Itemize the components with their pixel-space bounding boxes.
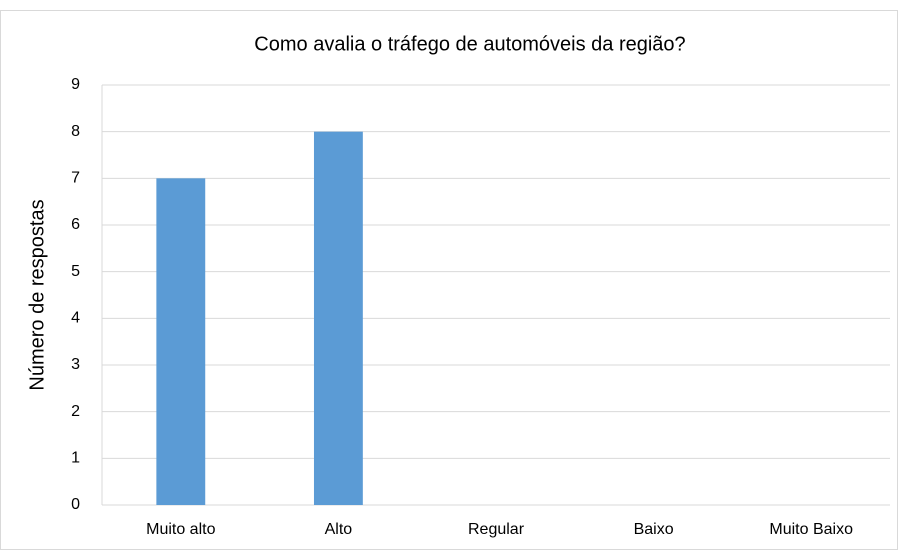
bar: [313, 131, 363, 505]
y-tick-label: 5: [71, 263, 80, 280]
y-tick-label: 2: [71, 403, 80, 420]
x-tick-label: Muito Baixo: [769, 521, 853, 538]
y-tick-label: 6: [71, 216, 80, 233]
y-tick-label: 9: [71, 76, 80, 93]
chart-title: Como avalia o tráfego de automóveis da r…: [254, 33, 685, 55]
y-tick-label: 1: [71, 450, 80, 467]
y-tick-label: 3: [71, 356, 80, 373]
x-tick-label: Baixo: [634, 521, 674, 538]
y-tick-label: 8: [71, 123, 80, 140]
y-tick-label: 7: [71, 170, 80, 187]
y-axis-label: Número de respostas: [26, 199, 48, 390]
y-tick-label: 4: [71, 310, 80, 327]
y-tick-label: 0: [71, 496, 80, 513]
x-tick-label: Alto: [325, 521, 353, 538]
chart-border: [0, 10, 898, 550]
x-tick-label: Regular: [468, 521, 525, 538]
x-tick-label: Muito alto: [146, 521, 215, 538]
bar: [156, 178, 206, 506]
